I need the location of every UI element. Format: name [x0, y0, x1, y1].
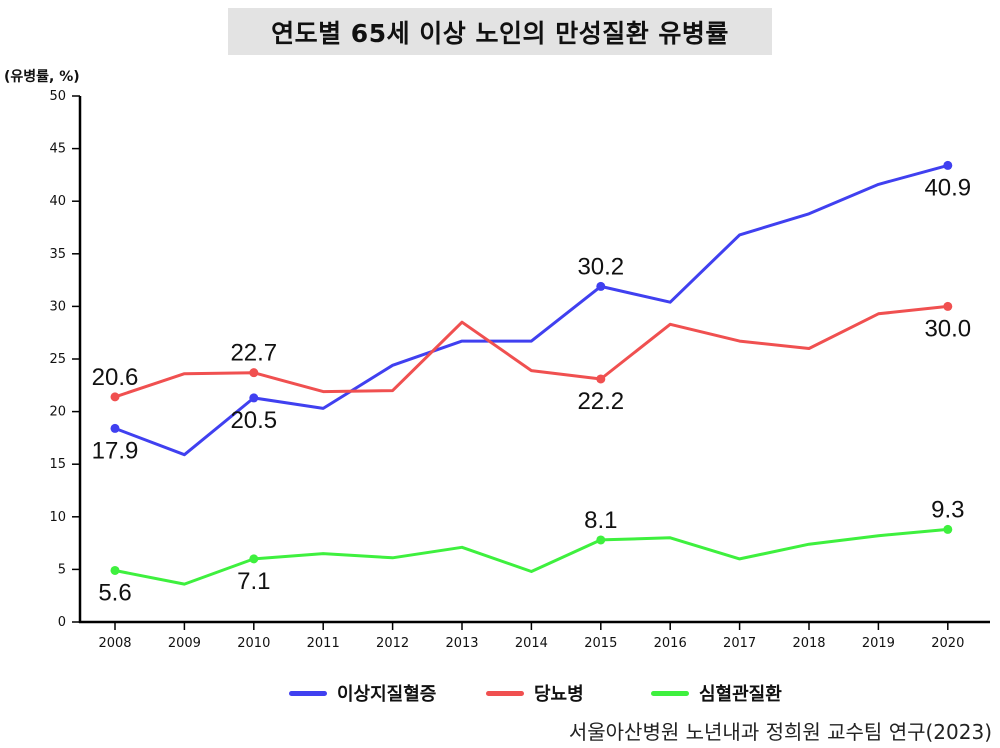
data-point-series-0 — [596, 281, 606, 291]
y-tick-label: 20 — [49, 405, 66, 420]
x-tick-label: 2015 — [584, 636, 617, 651]
y-tick-label: 15 — [49, 457, 66, 472]
y-tick-label: 50 — [49, 89, 66, 104]
legend-swatch-series-1 — [486, 690, 524, 696]
data-label-series-2: 5.6 — [98, 579, 131, 606]
data-label-series-1: 22.7 — [230, 340, 277, 367]
x-tick-label: 2013 — [445, 636, 478, 651]
x-tick-label: 2018 — [792, 636, 825, 651]
x-tick-label: 2012 — [376, 636, 409, 651]
legend-item-series-1: 당뇨병 — [486, 679, 584, 707]
data-point-series-1 — [249, 368, 259, 378]
y-tick-label: 30 — [49, 299, 66, 314]
y-tick-label: 10 — [49, 510, 66, 525]
y-tick-label: 35 — [49, 247, 66, 262]
chart-legend: 이상지질혈증 당뇨병 심혈관질환 — [0, 679, 1000, 707]
data-point-series-2 — [596, 535, 606, 545]
data-label-series-0: 30.2 — [577, 253, 624, 280]
data-point-series-1 — [110, 392, 120, 402]
data-point-series-1 — [596, 374, 606, 384]
legend-swatch-series-2 — [651, 690, 689, 696]
x-tick-label: 2014 — [515, 636, 548, 651]
data-label-series-2: 9.3 — [931, 496, 964, 523]
y-tick-label: 40 — [49, 194, 66, 209]
data-label-series-0: 17.9 — [92, 437, 139, 464]
x-tick-label: 2010 — [237, 636, 270, 651]
x-tick-label: 2016 — [654, 636, 687, 651]
chart-title-box: 연도별 65세 이상 노인의 만성질환 유병률 — [228, 8, 772, 55]
source-credit: 서울아산병원 노년내과 정희원 교수팀 연구(2023) — [568, 720, 992, 744]
y-tick-label: 0 — [58, 615, 66, 630]
legend-item-series-2: 심혈관질환 — [651, 679, 782, 707]
data-point-series-0 — [249, 393, 259, 403]
legend-label-series-0: 이상지질혈증 — [337, 684, 437, 705]
data-label-series-2: 7.1 — [237, 568, 270, 595]
x-tick-label: 2009 — [168, 636, 201, 651]
legend-label-series-1: 당뇨병 — [534, 684, 584, 705]
data-point-series-1 — [943, 301, 953, 311]
data-point-series-0 — [943, 160, 953, 170]
data-point-series-2 — [943, 524, 953, 534]
chart-title: 연도별 65세 이상 노인의 만성질환 유병률 — [271, 18, 729, 48]
y-tick-label: 45 — [49, 142, 66, 157]
y-tick-label: 25 — [49, 352, 66, 367]
data-label-series-0: 40.9 — [924, 174, 971, 201]
data-label-series-2: 8.1 — [584, 507, 617, 534]
x-tick-label: 2017 — [723, 636, 756, 651]
x-tick-label: 2019 — [862, 636, 895, 651]
data-label-series-1: 30.0 — [924, 315, 971, 342]
legend-label-series-2: 심혈관질환 — [699, 684, 782, 705]
legend-item-series-0: 이상지질혈증 — [289, 679, 436, 707]
data-point-series-0 — [110, 423, 120, 433]
x-tick-label: 2008 — [98, 636, 131, 651]
data-point-series-2 — [110, 565, 120, 575]
data-label-series-1: 22.2 — [577, 388, 624, 415]
data-point-series-2 — [249, 554, 259, 564]
data-label-series-1: 20.6 — [92, 364, 139, 391]
y-axis-unit-label: (유병률, %) — [4, 69, 80, 85]
legend-swatch-series-0 — [289, 690, 327, 696]
x-tick-label: 2011 — [307, 636, 340, 651]
y-tick-label: 5 — [58, 562, 66, 577]
x-tick-label: 2020 — [931, 636, 964, 651]
data-label-series-0: 20.5 — [230, 407, 277, 434]
